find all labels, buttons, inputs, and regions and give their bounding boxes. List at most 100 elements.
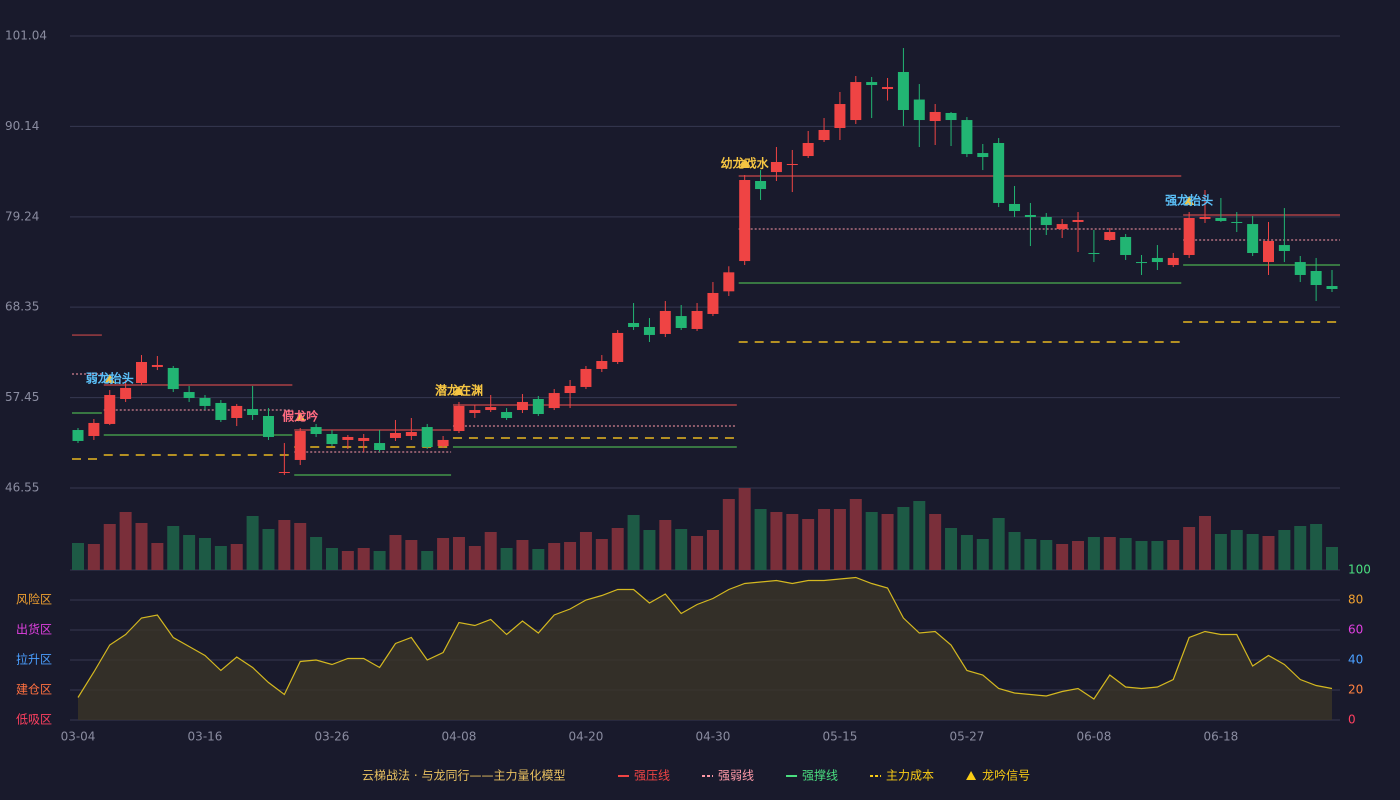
volume-bar — [913, 501, 926, 570]
volume-bar — [960, 535, 973, 570]
volume-bar — [1294, 526, 1307, 570]
volume-bar — [706, 530, 719, 570]
candle-body — [834, 104, 846, 128]
volume-bar — [611, 528, 624, 570]
candle-body — [326, 433, 338, 445]
volume-bar — [881, 514, 894, 570]
candle-body — [897, 72, 909, 110]
volume-bar — [786, 514, 799, 570]
signal-label: 强龙抬头 — [1165, 193, 1213, 208]
candle-body — [231, 405, 243, 418]
candle-body — [786, 163, 798, 165]
volume-bar — [1246, 534, 1259, 570]
volume-bar — [151, 543, 164, 570]
zone-label: 风险区 — [16, 592, 52, 607]
zone-label: 出货区 — [16, 622, 52, 637]
candle-body — [421, 427, 433, 448]
candle-body — [818, 129, 830, 141]
signal-label: 幼龙戏水 — [721, 156, 770, 171]
volume-bar — [198, 538, 211, 570]
y2-tick-label: 0 — [1348, 713, 1356, 727]
signal-marker — [104, 374, 115, 384]
y2-tick-label: 40 — [1348, 653, 1363, 667]
candle-body — [913, 99, 925, 121]
candle-body — [628, 323, 640, 327]
candle-body — [199, 397, 211, 406]
candle-body — [770, 162, 782, 173]
volume-bar — [278, 520, 291, 570]
candle-body — [453, 405, 465, 432]
signal-marker — [295, 412, 306, 422]
candle-body — [294, 431, 306, 460]
candle-body — [1199, 216, 1211, 219]
volume-bar — [929, 514, 942, 570]
candle-body — [993, 143, 1005, 203]
volume-bar — [119, 512, 132, 570]
volume-bar — [1103, 537, 1116, 570]
candle-body — [1040, 216, 1052, 226]
volume-bar — [421, 551, 434, 570]
volume-bar — [1072, 541, 1085, 570]
volume-bar — [1262, 536, 1275, 570]
volume-bar — [87, 544, 100, 570]
x-tick-label: 03-16 — [188, 730, 223, 744]
candle-body — [310, 427, 322, 434]
candle-body — [945, 112, 957, 121]
volume-bar — [1135, 541, 1148, 570]
candle-body — [739, 180, 751, 262]
volume-bar — [262, 529, 275, 570]
candle-body — [72, 430, 84, 441]
volume-bar — [167, 526, 180, 570]
signal-label: 假龙吟 — [282, 409, 318, 424]
volume-bar — [468, 546, 481, 570]
candle-body — [675, 316, 687, 328]
volume-bar — [103, 524, 116, 570]
y-tick-label: 46.55 — [5, 481, 39, 495]
volume-bar — [484, 532, 497, 570]
x-tick-label: 06-18 — [1203, 730, 1238, 744]
volume-bar — [659, 520, 672, 570]
volume-bar — [1214, 534, 1227, 570]
volume-bar — [865, 512, 878, 570]
candle-body — [612, 332, 624, 362]
candle-body — [88, 422, 100, 436]
volume-bar — [389, 535, 402, 570]
volume-bar — [802, 519, 815, 570]
legend-label: 强弱线 — [718, 769, 754, 783]
candle-body — [564, 385, 576, 394]
candle-body — [659, 310, 671, 334]
volume-bar — [675, 529, 688, 570]
candle-body — [262, 415, 274, 437]
candle-body — [167, 367, 179, 390]
volume-bar — [230, 544, 243, 570]
candle-body — [532, 398, 544, 415]
candle-body — [342, 436, 354, 440]
volume-bar — [294, 523, 307, 570]
volume-bar — [357, 548, 370, 570]
signal-marker — [453, 385, 464, 395]
candle-body — [215, 402, 227, 420]
volume-bar — [1230, 530, 1243, 570]
volume-bar — [183, 535, 196, 570]
signal-label: 潜龙在渊 — [435, 382, 483, 397]
candle-body — [596, 361, 608, 369]
volume-bar — [341, 551, 354, 570]
volume-bar — [1008, 532, 1021, 570]
volume-bar — [722, 499, 735, 570]
legend-label: 强压线 — [634, 769, 670, 783]
volume-bar — [897, 507, 910, 570]
candle-body — [469, 410, 481, 414]
y2-tick-label: 20 — [1348, 683, 1363, 697]
y-tick-label: 57.45 — [5, 390, 39, 404]
volume-bar — [1167, 540, 1180, 570]
volume-bar — [500, 548, 513, 570]
volume-bar — [1119, 538, 1132, 570]
candle-body — [247, 409, 259, 416]
volume-bar — [1310, 524, 1323, 570]
volume-bar — [72, 543, 84, 570]
volume-bar — [833, 509, 846, 570]
candle-body — [183, 392, 195, 398]
x-tick-label: 06-08 — [1076, 730, 1111, 744]
